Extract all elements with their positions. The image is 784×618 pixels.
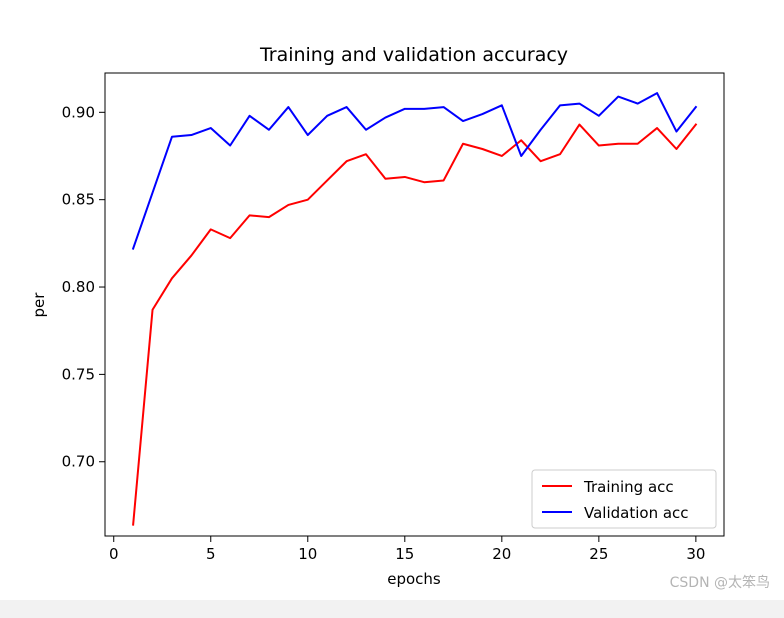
- chart-title: Training and validation accuracy: [259, 44, 568, 66]
- x-tick-label: 5: [206, 545, 216, 563]
- legend-box: [531, 469, 717, 529]
- axes-frame: [104, 72, 725, 537]
- plot-area: 0 5 10 15 20 25 30 0.70 0.75 0.80 0.85 0.90 Training…: [62, 72, 725, 563]
- y-tick-label: 0.85: [62, 191, 95, 209]
- x-tick-label: 30: [686, 545, 705, 563]
- y-tick-label: 0.70: [62, 453, 95, 471]
- chart-figure: Training and validation accuracy 0 5 10 15 2…: [0, 0, 784, 600]
- y-axis-label: per: [30, 292, 48, 318]
- y-tick-label: 0.75: [62, 365, 95, 383]
- legend-label-1: Training acc: [583, 478, 674, 496]
- watermark-text: CSDN @太笨鸟: [669, 575, 770, 591]
- x-tick-label: 15: [395, 545, 414, 563]
- x-tick-label: 10: [298, 545, 317, 563]
- y-tick-label: 0.80: [62, 278, 95, 296]
- x-tick-label: 0: [109, 545, 119, 563]
- legend-label-2: Validation acc: [584, 504, 689, 522]
- x-tick-label: 25: [589, 545, 608, 563]
- y-tick-label: 0.90: [62, 103, 95, 121]
- series-line-1: [132, 123, 698, 526]
- x-axis-label: epochs: [387, 570, 441, 588]
- x-tick-label: 20: [492, 545, 511, 563]
- series-line-2: [131, 92, 698, 250]
- line-chart: Training and validation accuracy 0 5 10 15 2…: [30, 44, 725, 588]
